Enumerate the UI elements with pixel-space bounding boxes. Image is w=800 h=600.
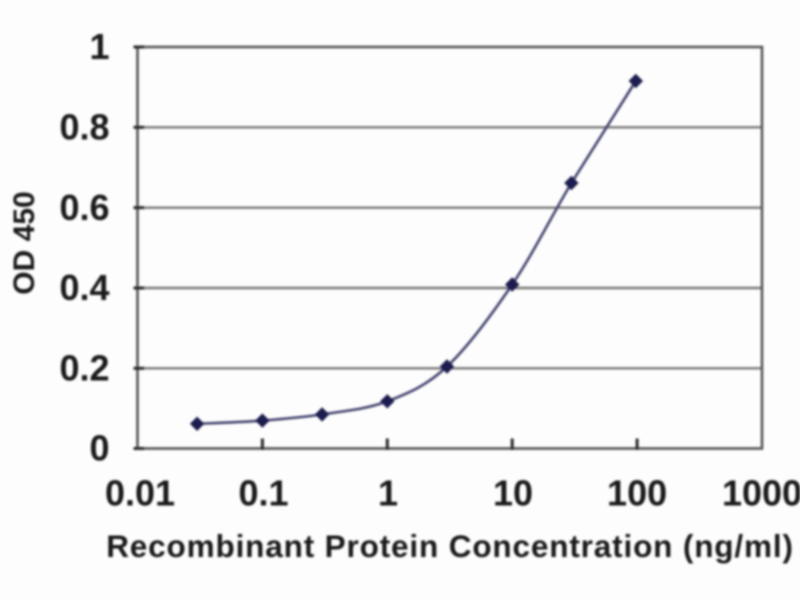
- svg-text:1000: 1000: [722, 473, 800, 514]
- svg-text:Recombinant Protein Concentrat: Recombinant Protein Concentration (ng/ml…: [106, 528, 794, 564]
- svg-text:0.8: 0.8: [59, 107, 109, 148]
- svg-text:100: 100: [607, 473, 667, 514]
- svg-text:10: 10: [493, 473, 533, 514]
- svg-text:0.1: 0.1: [238, 473, 288, 514]
- svg-text:0.6: 0.6: [59, 187, 109, 228]
- svg-text:0: 0: [89, 428, 109, 469]
- svg-text:1: 1: [378, 473, 398, 514]
- svg-text:0.01: 0.01: [105, 473, 175, 514]
- svg-text:0.4: 0.4: [59, 267, 109, 308]
- svg-text:1: 1: [89, 26, 109, 67]
- svg-text:OD 450: OD 450: [8, 191, 41, 294]
- svg-text:0.2: 0.2: [59, 348, 109, 389]
